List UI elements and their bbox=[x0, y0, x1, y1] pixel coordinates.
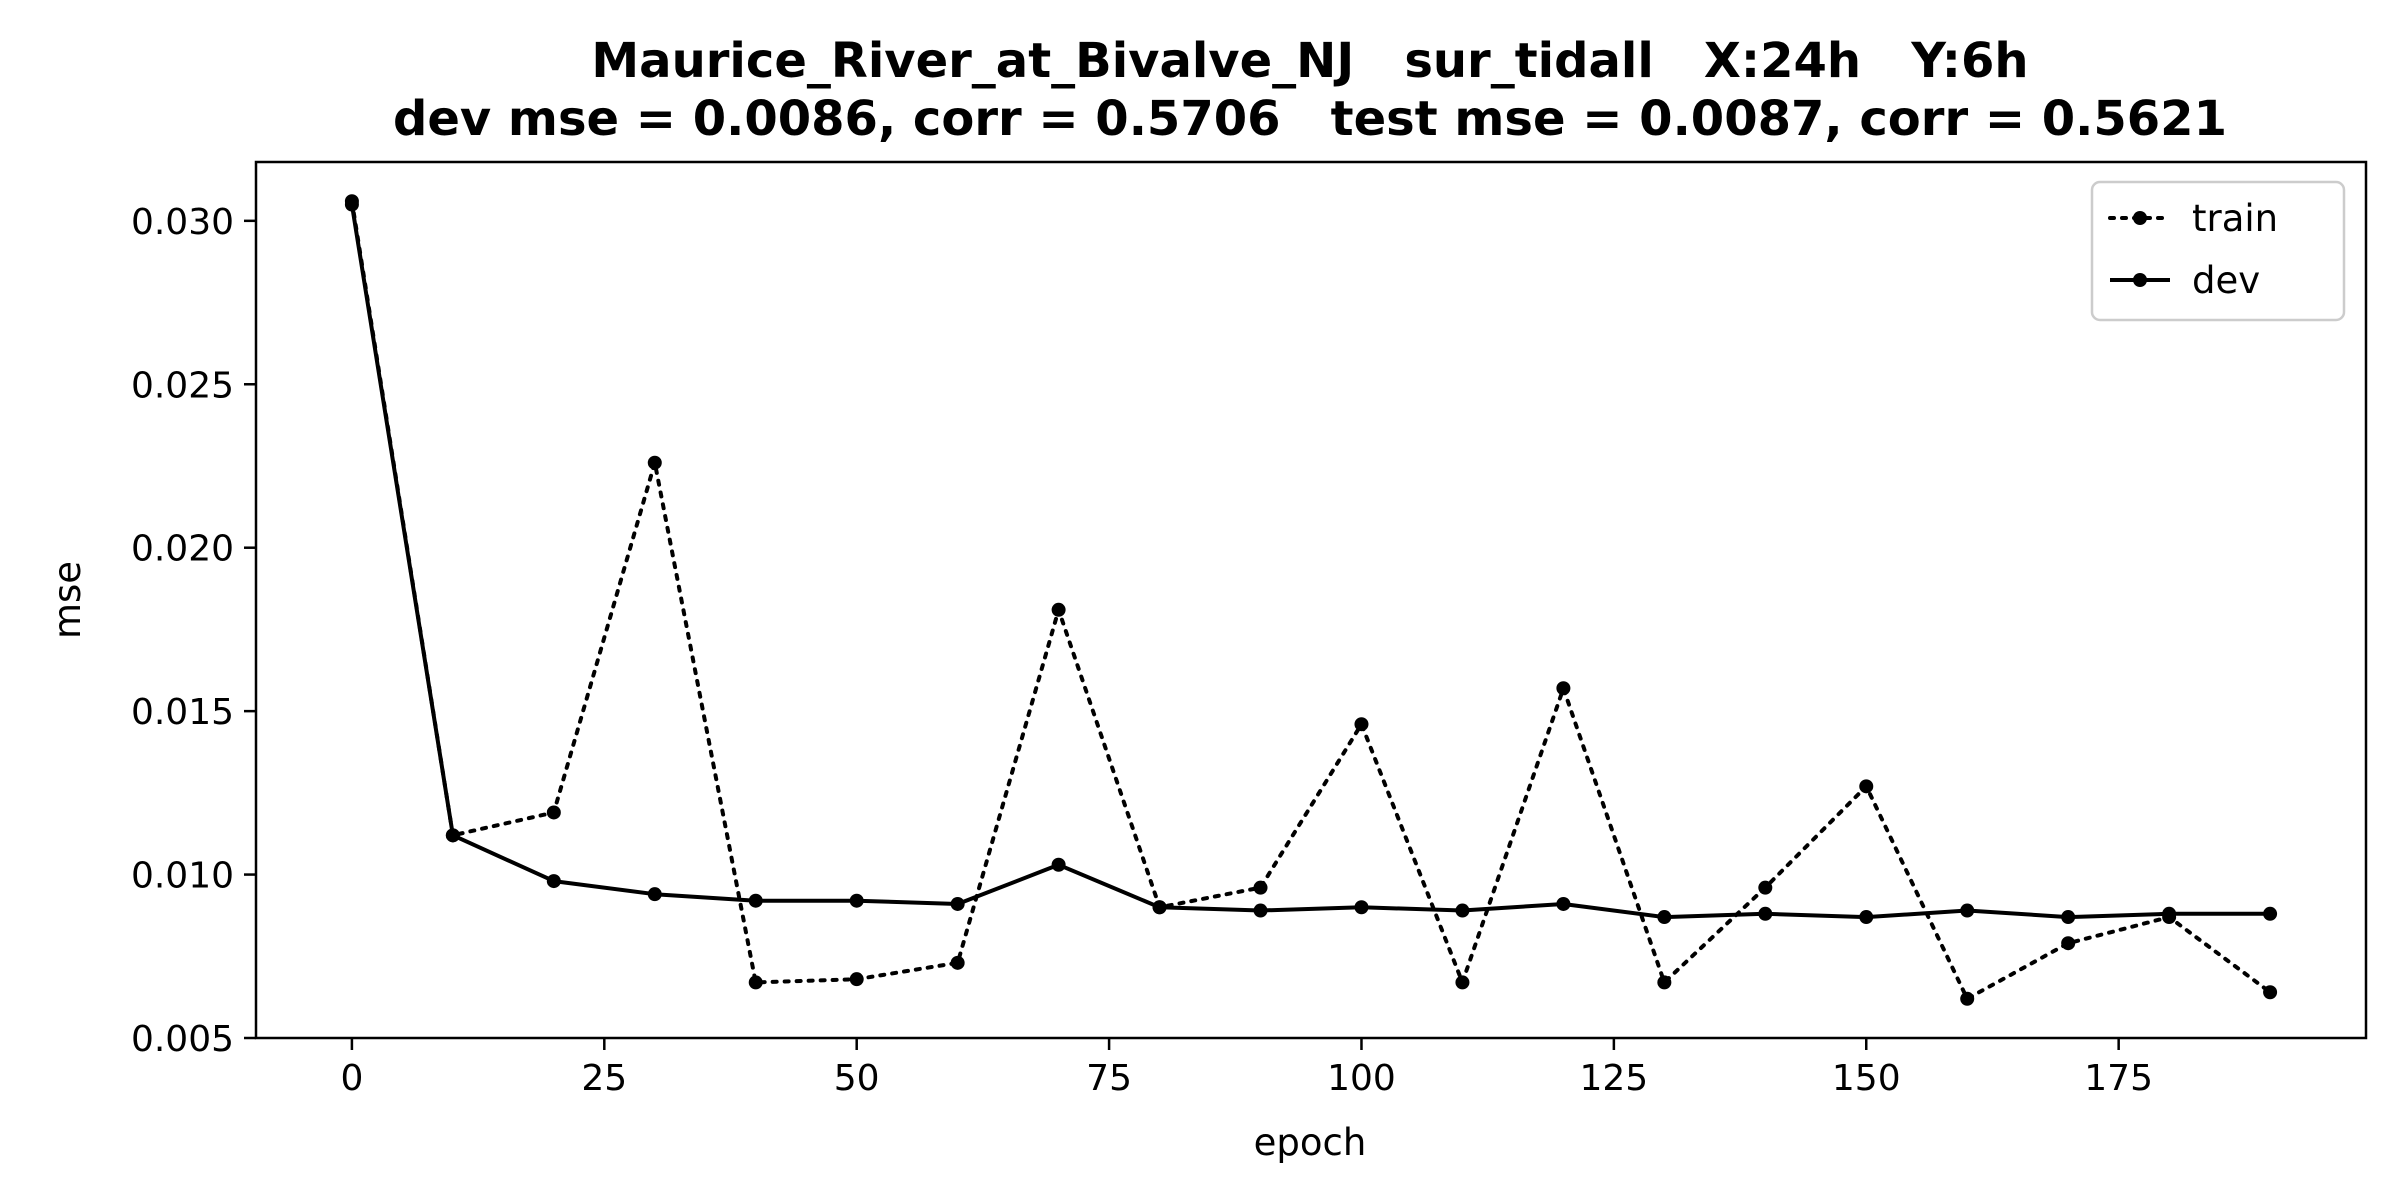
x-tick-label: 25 bbox=[581, 1058, 627, 1099]
y-tick-label: 0.015 bbox=[131, 692, 234, 733]
data-point-train bbox=[748, 975, 763, 990]
data-point-train bbox=[546, 805, 561, 820]
x-tick-label: 150 bbox=[1832, 1058, 1901, 1099]
x-tick-label: 100 bbox=[1327, 1058, 1396, 1099]
y-tick-label: 0.020 bbox=[131, 529, 234, 570]
data-point-dev bbox=[748, 893, 763, 908]
data-point-dev bbox=[546, 874, 561, 889]
data-point-train bbox=[1556, 681, 1571, 696]
legend-dev-label: dev bbox=[2192, 259, 2260, 302]
data-point-train bbox=[2061, 936, 2076, 951]
x-tick-label: 125 bbox=[1580, 1058, 1649, 1099]
x-axis-ticks: 0 25 50 75 100 125 150 175 bbox=[340, 1038, 2153, 1099]
chart-title: Maurice_River_at_Bivalve_NJ sur_tidall X… bbox=[591, 33, 2028, 89]
y-axis-ticks: 0.005 0.010 0.015 0.020 0.025 0.030 bbox=[131, 202, 256, 1060]
data-point-dev bbox=[2162, 906, 2177, 921]
series-dev bbox=[344, 197, 2278, 925]
plot-frame bbox=[254, 160, 2368, 1040]
x-tick-label: 75 bbox=[1086, 1058, 1132, 1099]
data-point-train bbox=[1354, 717, 1369, 732]
data-point-train bbox=[1859, 779, 1874, 794]
data-point-train bbox=[1960, 991, 1975, 1006]
x-axis-label: epoch bbox=[1254, 1121, 1367, 1164]
data-point-train bbox=[647, 455, 662, 470]
data-point-train bbox=[1657, 975, 1672, 990]
legend-train-marker bbox=[2133, 211, 2147, 225]
data-point-dev bbox=[1253, 903, 1268, 918]
data-point-dev bbox=[1556, 896, 1571, 911]
data-point-dev bbox=[1354, 900, 1369, 915]
legend: train dev bbox=[2090, 180, 2346, 322]
y-tick-label: 0.025 bbox=[131, 365, 234, 406]
legend-train-label: train bbox=[2192, 197, 2278, 240]
data-point-dev bbox=[1859, 910, 1874, 925]
series-layer bbox=[344, 194, 2278, 1006]
data-point-dev bbox=[1152, 900, 1167, 915]
data-point-train bbox=[2263, 985, 2278, 1000]
data-point-dev bbox=[445, 828, 460, 843]
data-point-dev bbox=[1657, 910, 1672, 925]
series-line-dev bbox=[349, 204, 2271, 920]
data-point-train bbox=[1253, 880, 1268, 895]
data-point-train bbox=[1758, 880, 1773, 895]
data-point-dev bbox=[2263, 906, 2278, 921]
y-tick-label: 0.010 bbox=[131, 856, 234, 897]
data-point-dev bbox=[1758, 906, 1773, 921]
x-tick-label: 50 bbox=[834, 1058, 880, 1099]
x-tick-label: 0 bbox=[340, 1058, 363, 1099]
y-tick-label: 0.005 bbox=[131, 1019, 234, 1060]
data-point-train bbox=[950, 955, 965, 970]
data-point-train bbox=[1455, 975, 1470, 990]
data-point-dev bbox=[1051, 857, 1066, 872]
chart-subtitle: dev mse = 0.0086, corr = 0.5706 test mse… bbox=[393, 91, 2227, 147]
y-tick-label: 0.030 bbox=[131, 202, 234, 243]
data-point-dev bbox=[1960, 903, 1975, 918]
x-tick-label: 175 bbox=[2084, 1058, 2153, 1099]
data-point-dev bbox=[1455, 903, 1470, 918]
data-point-train bbox=[849, 972, 864, 987]
data-point-train bbox=[1051, 602, 1066, 617]
data-point-dev bbox=[647, 887, 662, 902]
y-axis-label: mse bbox=[46, 561, 89, 639]
data-point-dev bbox=[950, 896, 965, 911]
legend-box bbox=[2090, 180, 2346, 322]
series-line-train bbox=[349, 199, 2273, 1001]
legend-dev-marker bbox=[2133, 273, 2147, 287]
data-point-dev bbox=[2061, 910, 2076, 925]
data-point-dev bbox=[849, 893, 864, 908]
data-point-dev bbox=[344, 197, 359, 212]
